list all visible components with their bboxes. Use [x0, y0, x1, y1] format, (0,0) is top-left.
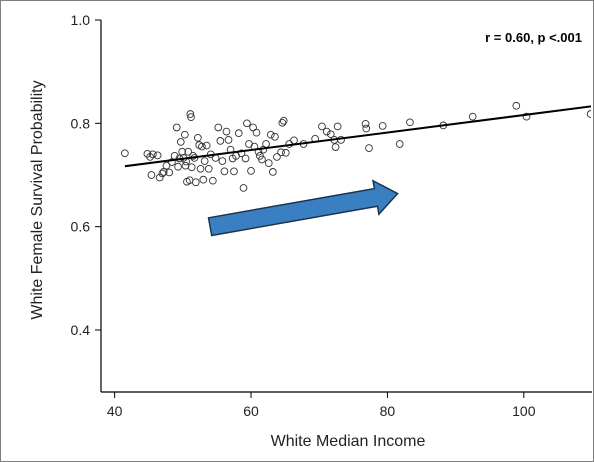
x-axis-label: White Median Income	[271, 433, 426, 450]
data-point	[273, 153, 281, 161]
data-point	[326, 130, 335, 139]
data-point	[176, 138, 185, 146]
data-point	[279, 116, 288, 125]
data-point	[365, 144, 373, 152]
data-point	[155, 173, 164, 182]
data-point	[187, 163, 196, 172]
y-tick-label: 1.0	[71, 12, 91, 28]
trend-arrow	[207, 179, 399, 237]
data-point	[333, 122, 342, 131]
data-point	[247, 167, 255, 175]
data-point	[162, 161, 171, 170]
data-point	[241, 154, 250, 163]
data-point	[266, 130, 275, 139]
data-point	[239, 184, 248, 192]
data-point	[262, 140, 270, 148]
data-point	[269, 168, 277, 176]
y-tick-label: 0.6	[71, 219, 91, 235]
data-point	[220, 167, 229, 176]
data-point	[181, 130, 189, 139]
data-point	[159, 168, 168, 176]
data-point	[199, 175, 208, 184]
data-point	[271, 132, 279, 141]
data-point	[278, 118, 287, 127]
x-tick-label: 80	[380, 403, 396, 419]
trend-arrow-layer	[207, 179, 399, 237]
data-point	[186, 110, 195, 118]
data-point	[202, 141, 211, 150]
data-point	[147, 171, 156, 179]
data-point	[184, 147, 193, 156]
data-point	[277, 148, 285, 157]
data-point	[214, 123, 223, 132]
data-point	[193, 133, 202, 142]
data-point	[172, 123, 181, 132]
axis-ticks: 40 60 80 100 0.4 0.6 0.8 1.0	[71, 12, 536, 419]
data-point	[252, 128, 261, 137]
fit-line-layer	[124, 105, 591, 168]
data-point	[243, 119, 251, 128]
x-tick-label: 60	[243, 403, 259, 419]
data-point	[187, 113, 195, 121]
data-point	[216, 137, 225, 145]
y-axis-label: White Female Survival Probability	[29, 80, 46, 319]
data-point	[362, 124, 371, 133]
data-point	[281, 148, 290, 157]
data-point	[331, 143, 340, 151]
data-point	[406, 118, 414, 127]
data-point	[290, 136, 298, 145]
data-point	[322, 127, 331, 136]
data-point	[224, 136, 233, 144]
data-point	[361, 119, 370, 128]
data-point	[200, 157, 209, 165]
data-point	[264, 159, 273, 167]
y-tick-label: 0.8	[71, 115, 91, 131]
data-point	[395, 140, 404, 148]
data-point	[230, 167, 238, 176]
data-point	[237, 149, 246, 158]
data-point	[196, 164, 205, 173]
data-point	[189, 152, 197, 160]
y-tick-label: 0.4	[71, 322, 91, 338]
data-point	[256, 152, 264, 160]
x-tick-label: 100	[512, 403, 536, 419]
data-point	[258, 155, 266, 164]
data-point	[222, 127, 231, 136]
data-point	[198, 142, 206, 151]
data-point	[218, 157, 227, 165]
data-points	[121, 101, 591, 192]
correlation-annotation: r = 0.60, p <.001	[485, 30, 582, 45]
data-point	[234, 129, 243, 138]
data-point	[168, 158, 176, 166]
data-point	[191, 178, 200, 187]
data-point	[208, 176, 217, 185]
data-point	[153, 151, 162, 160]
data-point	[378, 122, 387, 130]
data-point	[146, 153, 154, 161]
data-point	[165, 168, 174, 177]
data-point	[148, 150, 157, 159]
data-point	[204, 164, 213, 173]
data-point	[522, 112, 531, 121]
data-point	[174, 162, 182, 171]
regression-line	[124, 105, 591, 168]
data-point	[121, 149, 129, 158]
data-point	[586, 110, 591, 118]
x-tick-label: 40	[107, 403, 123, 419]
data-point	[318, 122, 326, 131]
data-point	[512, 101, 521, 110]
data-point	[468, 112, 477, 121]
